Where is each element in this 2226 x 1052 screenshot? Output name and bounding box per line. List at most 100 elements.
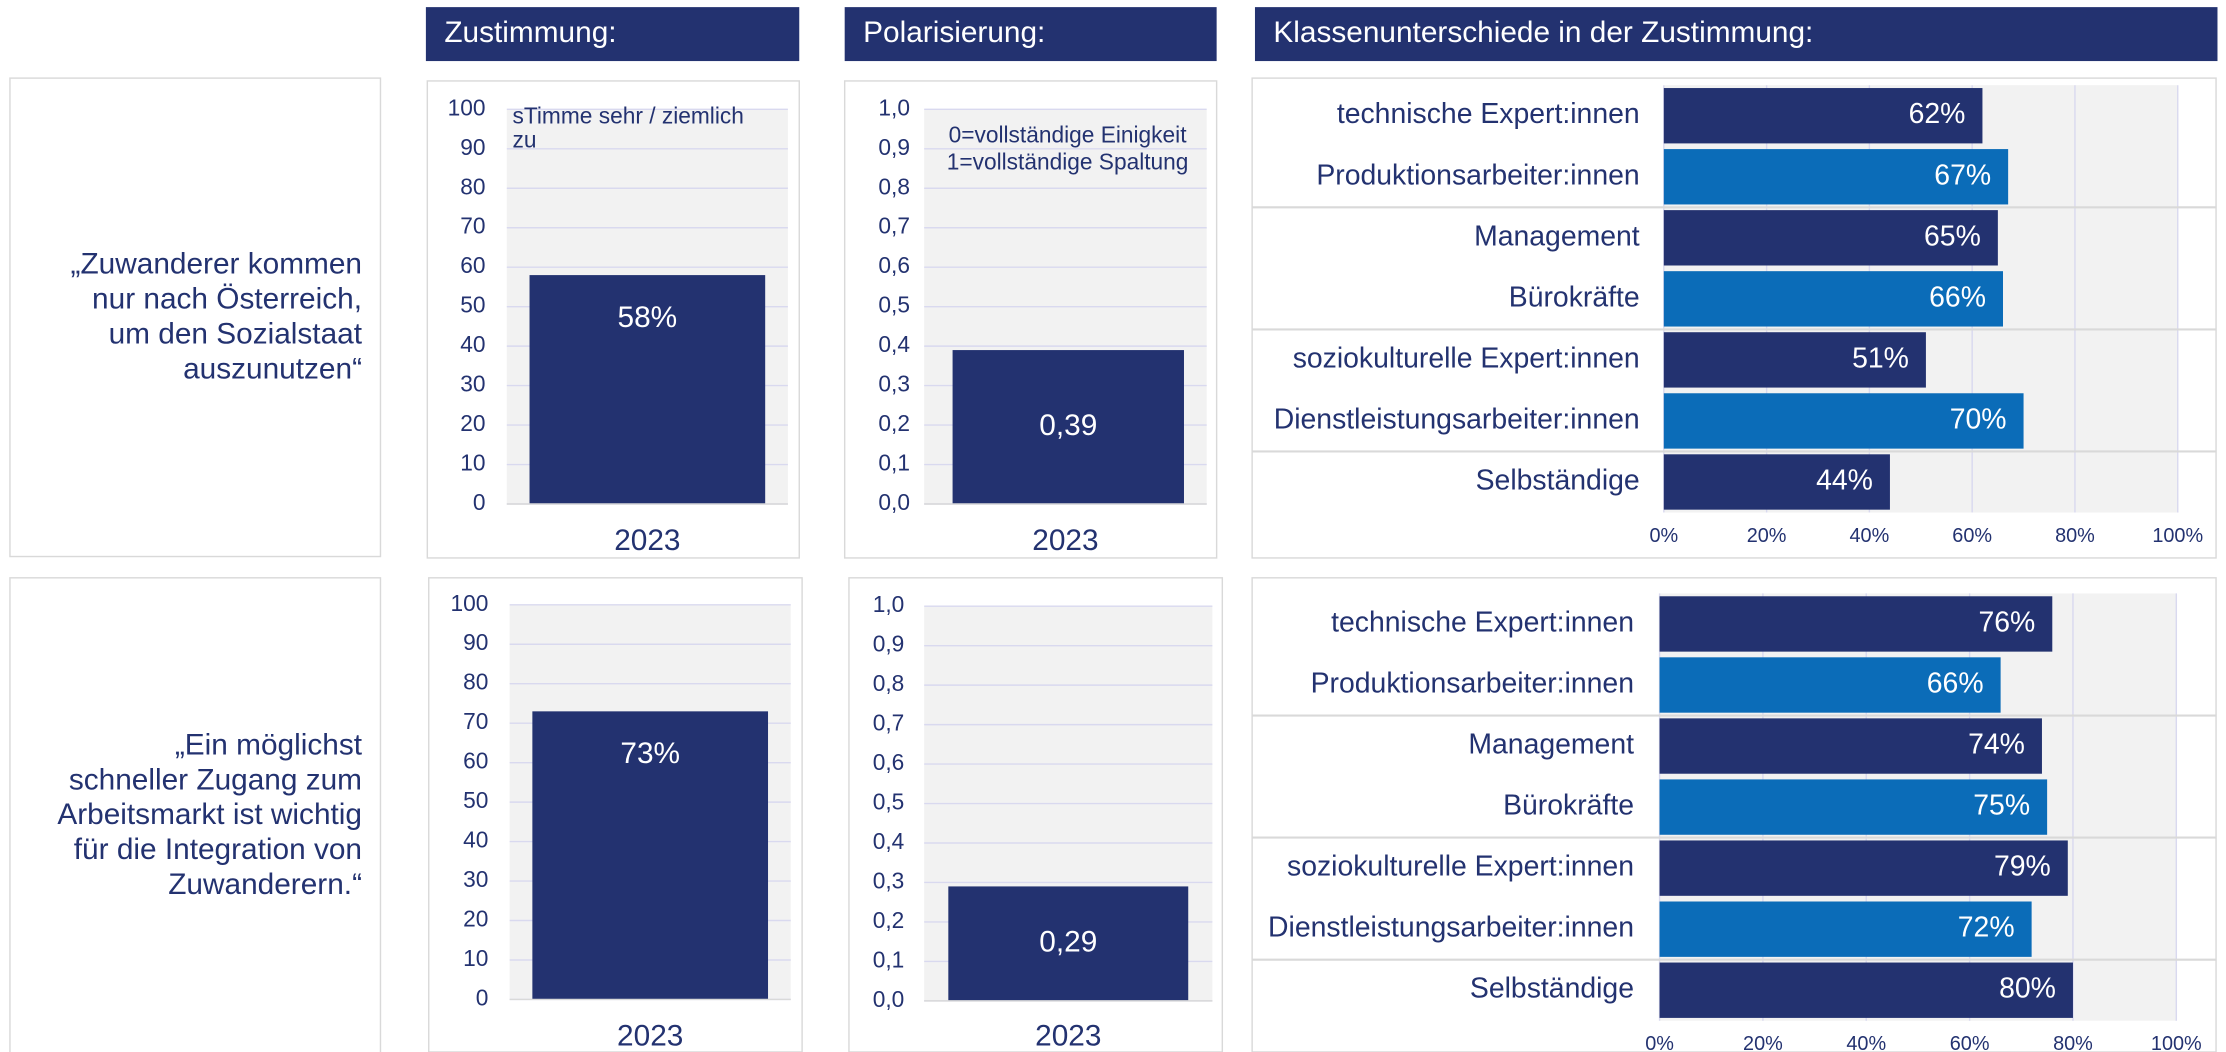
statement-line: um den Sozialstaat: [109, 317, 363, 350]
bar: [1663, 210, 1998, 266]
x-tick-label: 2023: [1032, 524, 1098, 557]
value-label: 70%: [1950, 403, 2007, 435]
statement-line: „Zuwanderer kommen: [71, 248, 362, 281]
y-tick-label: 10: [463, 945, 488, 971]
x-tick-label: 2023: [1035, 1020, 1101, 1052]
y-tick-label: 1,0: [873, 591, 905, 617]
bar: [1659, 840, 2068, 896]
bar: [1663, 454, 1890, 510]
y-tick-label: 0,7: [878, 213, 910, 239]
x-tick-label: 40%: [1850, 525, 1890, 547]
header-bar: [1254, 7, 2218, 62]
y-tick-label: 80: [463, 669, 488, 695]
bar: [1659, 962, 2073, 1018]
y-tick-label: 50: [460, 292, 485, 318]
value-label: 67%: [1934, 159, 1991, 191]
header: Zustimmung:: [444, 16, 616, 49]
header-bar: [425, 7, 800, 62]
y-tick-label: 100: [448, 94, 486, 120]
x-tick-label: 80%: [2053, 1033, 2093, 1052]
bar: [948, 886, 1189, 1001]
y-tick-label: 0,5: [873, 789, 905, 815]
value-label: 80%: [1999, 973, 2056, 1005]
category-label: Dienstleistungsarbeiter:innen: [1274, 403, 1640, 435]
bar: [1663, 271, 2004, 327]
y-tick-label: 0,4: [878, 331, 910, 357]
annotation: 1=vollständige Spaltung: [947, 148, 1189, 174]
y-tick-label: 60: [463, 748, 488, 774]
x-tick-label: 60%: [1950, 1033, 1990, 1052]
y-tick-label: 100: [450, 590, 488, 616]
y-tick-label: 30: [463, 866, 488, 892]
value-label: 0,29: [1039, 926, 1097, 959]
bar: [1663, 393, 2024, 449]
bar: [1663, 149, 2009, 205]
header: Polarisierung:: [863, 16, 1045, 49]
bar: [1659, 718, 2042, 774]
x-tick-label: 0%: [1645, 1033, 1674, 1052]
category-label: soziokulturelle Expert:innen: [1287, 851, 1634, 883]
value-label: 73%: [620, 737, 680, 770]
x-tick-label: 60%: [1952, 525, 1992, 547]
y-tick-label: 80: [460, 173, 485, 199]
value-label: 76%: [1978, 606, 2035, 638]
x-tick-label: 100%: [2152, 525, 2203, 547]
category-label: technische Expert:innen: [1331, 606, 1634, 638]
y-tick-label: 60: [460, 252, 485, 278]
value-label: 58%: [618, 301, 678, 334]
value-label: 62%: [1909, 98, 1966, 130]
y-tick-label: 0,0: [873, 986, 905, 1012]
statement-line: Zuwanderern.“: [168, 868, 362, 901]
y-tick-label: 20: [463, 906, 488, 932]
y-tick-label: 50: [463, 787, 488, 813]
bar: [1663, 88, 1983, 144]
bar: [1659, 596, 2053, 652]
statement-line: schneller Zugang zum: [69, 763, 362, 796]
x-tick-label: 2023: [617, 1020, 683, 1052]
x-tick-label: 0%: [1649, 525, 1678, 547]
y-tick-label: 0,6: [873, 749, 905, 775]
y-tick-label: 0,4: [873, 828, 905, 854]
category-label: Selbständige: [1476, 464, 1640, 496]
annotation-box: sTimme sehr / ziemlich zu: [512, 105, 743, 153]
y-tick-label: 0,2: [878, 410, 910, 436]
y-tick-label: 0,7: [873, 710, 905, 736]
x-tick-label: 2023: [614, 524, 680, 557]
bar: [952, 350, 1184, 504]
statement-line: nur nach Österreich,: [92, 282, 362, 315]
category-label: Management: [1474, 220, 1640, 252]
y-tick-label: 0: [476, 984, 489, 1010]
y-tick-label: 0,5: [878, 292, 910, 318]
category-label: Produktionsarbeiter:innen: [1311, 668, 1634, 700]
y-tick-label: 10: [460, 450, 485, 476]
annotation: 0=vollständige Einigkeit: [949, 121, 1188, 147]
value-label: 44%: [1816, 464, 1873, 496]
y-tick-label: 90: [460, 134, 485, 160]
statement-box: [9, 577, 382, 1052]
value-label: 65%: [1924, 220, 1981, 252]
value-label: 72%: [1958, 912, 2015, 944]
bar: [1659, 779, 2048, 835]
y-tick-label: 0,3: [878, 371, 910, 397]
category-label: Management: [1468, 729, 1634, 761]
y-tick-label: 40: [460, 331, 485, 357]
y-tick-label: 0,9: [878, 134, 910, 160]
statement-box: [9, 77, 382, 558]
category-label: Produktionsarbeiter:innen: [1316, 159, 1639, 191]
header: Klassenunterschiede in der Zustimmung:: [1273, 16, 1813, 49]
y-tick-label: 0,2: [873, 907, 905, 933]
value-label: 0,39: [1039, 409, 1097, 442]
y-tick-label: 0,8: [878, 173, 910, 199]
y-tick-label: 0,1: [873, 946, 905, 972]
x-tick-label: 40%: [1846, 1033, 1886, 1052]
y-tick-label: 0: [473, 489, 486, 515]
x-tick-label: 100%: [2151, 1033, 2202, 1052]
category-label: soziokulturelle Expert:innen: [1293, 342, 1640, 374]
bar: [1659, 901, 2032, 957]
y-tick-label: 0,1: [878, 450, 910, 476]
x-tick-label: 20%: [1747, 525, 1787, 547]
statement-line: Arbeitsmarkt ist wichtig: [57, 798, 362, 831]
category-label: technische Expert:innen: [1337, 98, 1640, 130]
value-label: 66%: [1927, 668, 1984, 700]
